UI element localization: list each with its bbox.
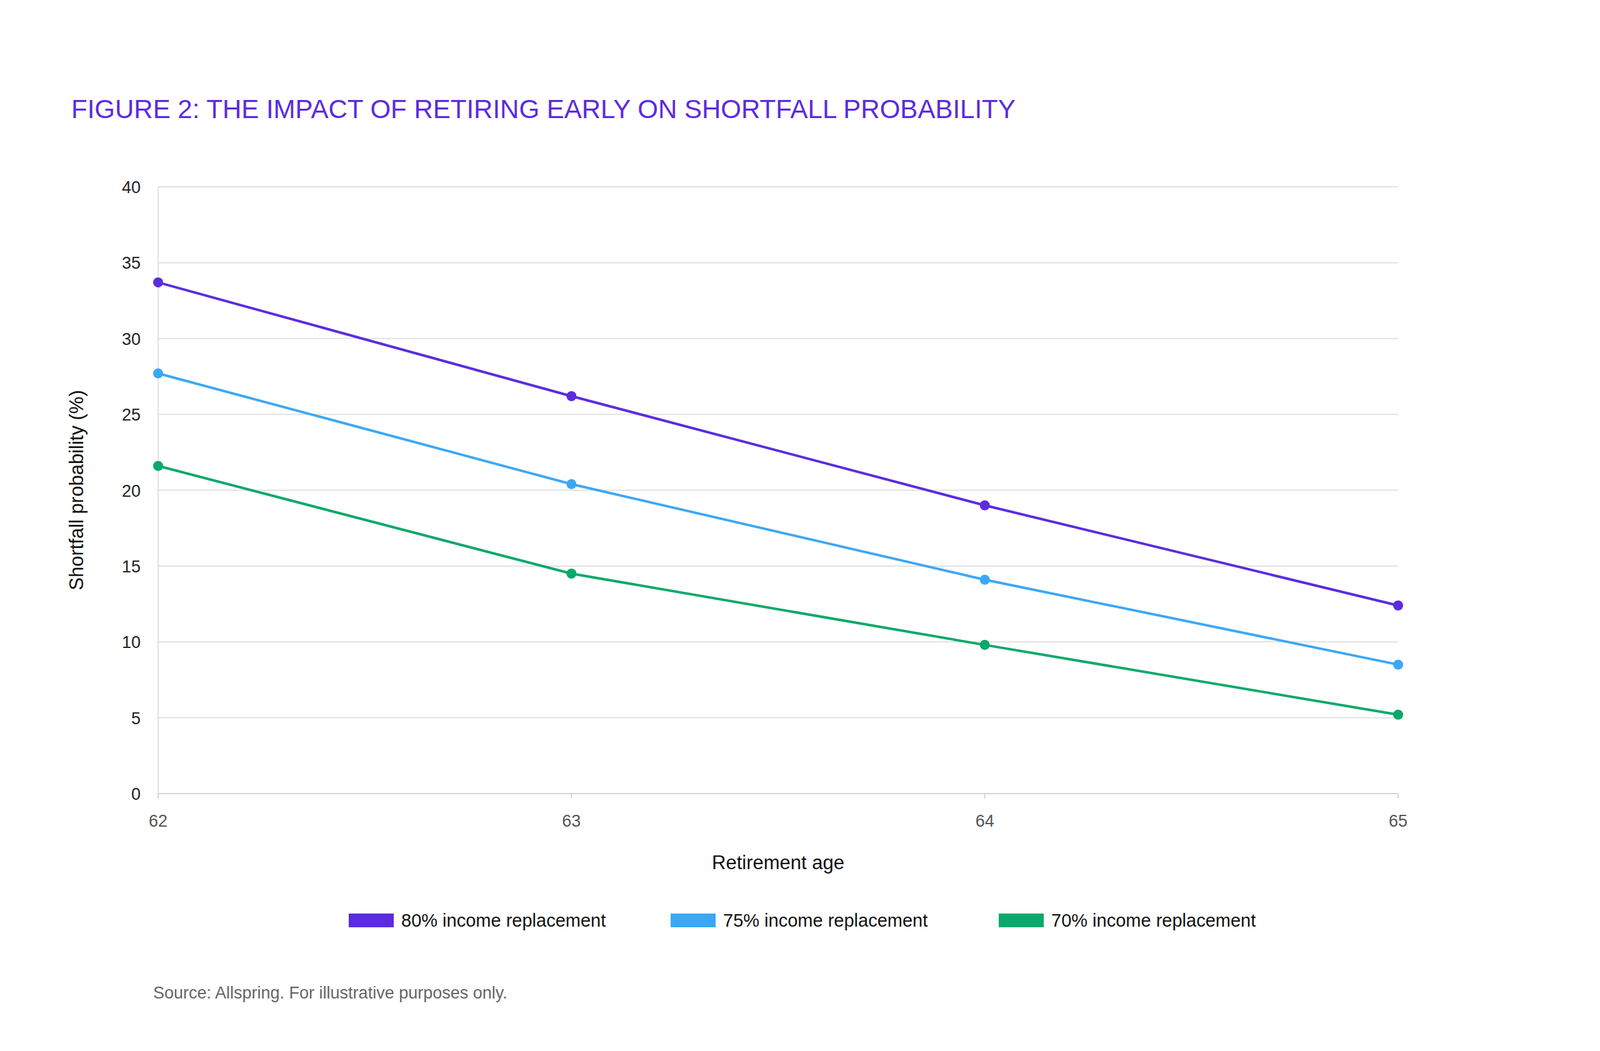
point — [980, 500, 990, 511]
x-tick-label: 65 — [1388, 811, 1408, 831]
plot-area — [153, 277, 1404, 720]
grid-line — [158, 565, 1399, 567]
point — [1393, 600, 1404, 611]
grid-line — [158, 717, 1399, 719]
series-line — [158, 466, 1399, 715]
title: FIGURE 2: THE IMPACT OF RETIRING EARLY O… — [71, 94, 1016, 124]
grid-line — [158, 338, 1399, 340]
legend-label: 75% income replacement — [723, 910, 928, 931]
y-tick-label: 25 — [121, 405, 141, 425]
point — [153, 368, 164, 379]
x-tick — [157, 793, 159, 799]
grid-line — [158, 793, 1399, 795]
x-tick — [1397, 793, 1399, 799]
grid-line — [158, 490, 1399, 492]
series-line — [158, 282, 1399, 606]
y-tick-label: 5 — [131, 709, 141, 729]
y-tick-label: 35 — [121, 253, 141, 273]
x-tick — [984, 793, 986, 799]
x-tick-label: 64 — [975, 811, 995, 831]
x-tick — [570, 793, 572, 799]
point — [1393, 660, 1404, 670]
legend-label: 80% income replacement — [401, 910, 606, 931]
series-line — [158, 373, 1399, 665]
chart: FIGURE 2: THE IMPACT OF RETIRING EARLY O… — [0, 0, 1600, 1051]
y-tick-label: 10 — [121, 633, 141, 652]
y-tick-label: 20 — [121, 481, 141, 501]
grid-line — [158, 186, 1399, 188]
point — [566, 479, 577, 490]
point — [566, 568, 577, 579]
point — [1393, 710, 1404, 720]
x-axis-line — [158, 793, 1399, 795]
point — [566, 391, 577, 402]
point — [980, 640, 990, 650]
y-tick-label: 15 — [121, 557, 141, 577]
point — [153, 461, 164, 472]
point — [153, 277, 164, 288]
legend-swatch — [348, 913, 394, 928]
source-note: Source: Allspring. For illustrative purp… — [153, 983, 508, 1003]
point — [980, 575, 990, 585]
y-tick-label: 30 — [121, 330, 141, 349]
grid-line — [158, 413, 1399, 415]
y-tick-label: 0 — [131, 785, 141, 804]
x-tick-label: 63 — [561, 811, 581, 831]
x-axis-title: Retirement age — [711, 851, 845, 874]
legend-swatch — [998, 913, 1044, 928]
y-axis-title: Shortfall probability (%) — [65, 390, 88, 590]
grid-line — [158, 641, 1399, 643]
y-tick-label: 40 — [121, 178, 141, 197]
grid-line — [158, 261, 1399, 264]
x-tick-label: 62 — [148, 811, 168, 831]
legend-swatch — [670, 913, 716, 928]
legend-label: 70% income replacement — [1051, 910, 1256, 931]
